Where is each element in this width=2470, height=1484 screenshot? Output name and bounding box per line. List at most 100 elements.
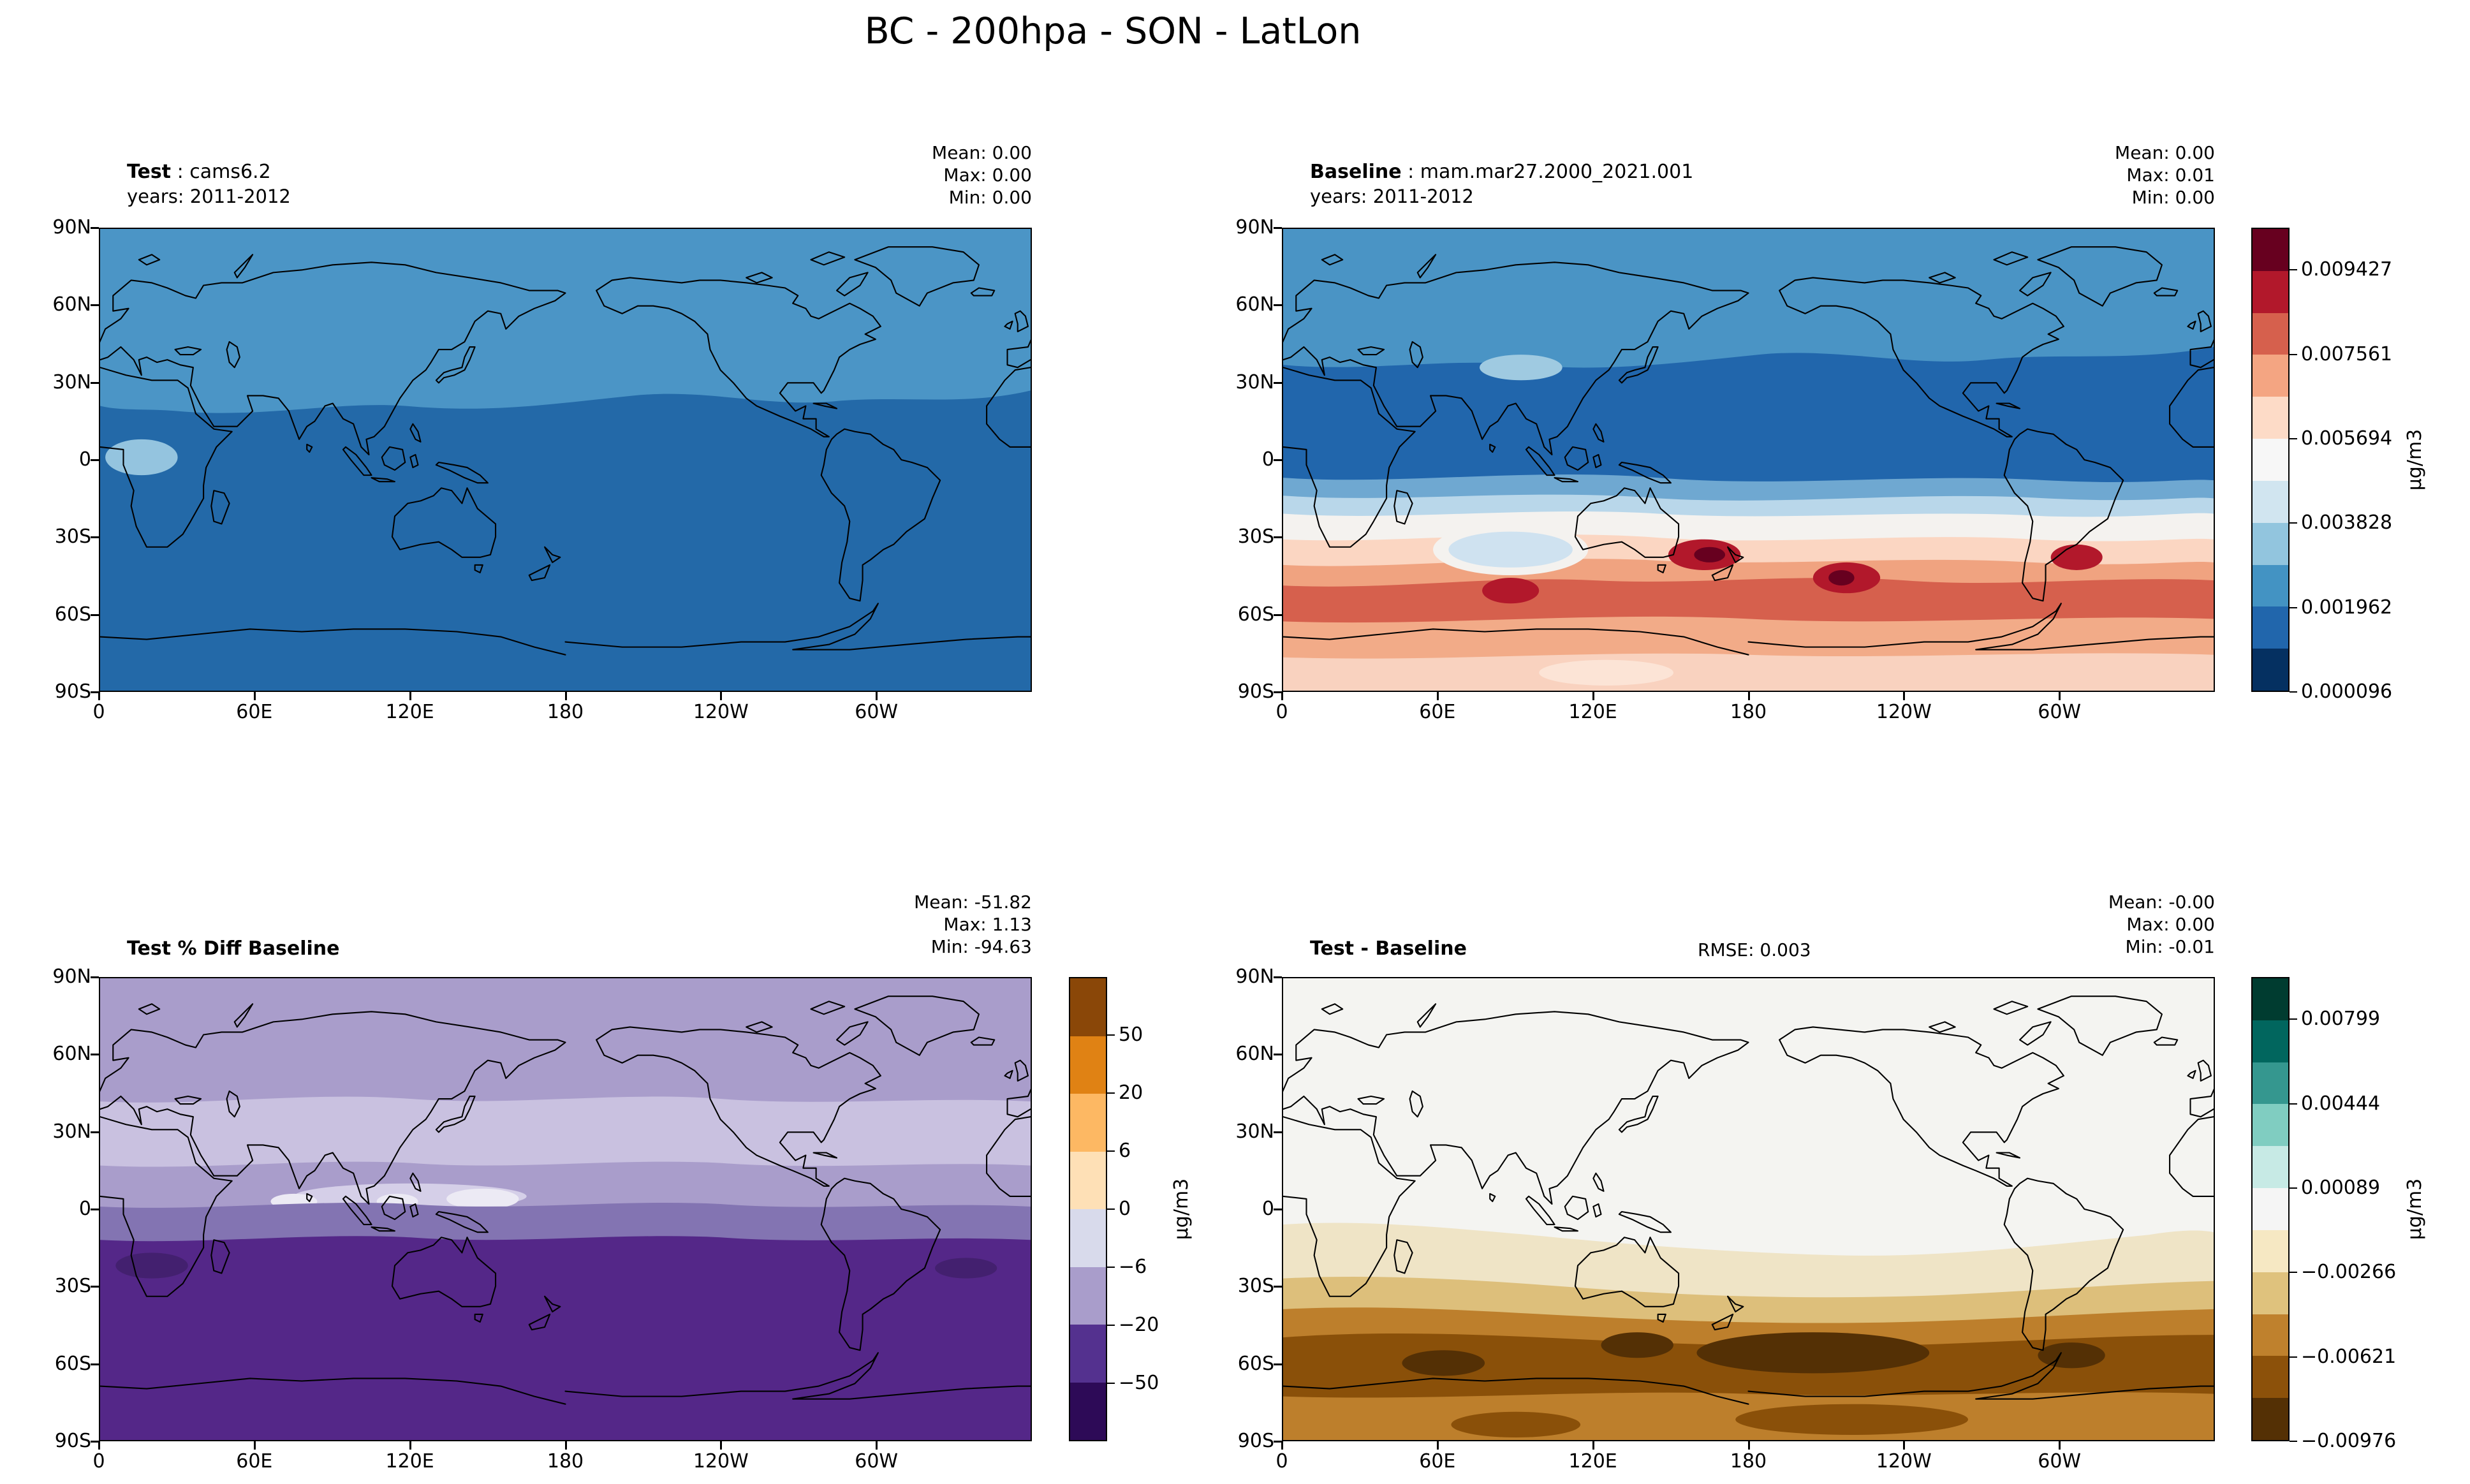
colorbar-segment [2253, 606, 2288, 649]
y-tick-label: 30N [1235, 371, 1274, 393]
contour-blob [1539, 659, 1673, 686]
colorbar-segment [1070, 1151, 1106, 1209]
colorbar-segment [1070, 1036, 1106, 1094]
colorbar-tick-label: 0.003828 [2301, 511, 2393, 534]
y-tick-label: 60N [52, 293, 91, 316]
panel-title-pct-diff-bold: Test % Diff Baseline [127, 937, 340, 960]
stat-mean: Mean: -0.00 [2108, 892, 2215, 913]
colorbar-tick-label: 0 [1119, 1198, 1131, 1220]
colorbar-tick-mark [2290, 1018, 2297, 1020]
y-tick-mark [1274, 1131, 1282, 1133]
y-tick-label: 30S [1237, 1275, 1274, 1298]
stats-diff: Mean: -0.00 Max: 0.00 Min: -0.01 [1896, 891, 2215, 958]
contour-blob [1451, 1411, 1581, 1437]
contour-blob [2038, 1342, 2105, 1369]
colorbar-tick-mark [1107, 1150, 1115, 1152]
panel-subtitle-test: years: 2011-2012 [127, 186, 291, 207]
x-tick-mark [2059, 1441, 2061, 1450]
contour-blob [1402, 1350, 1485, 1376]
x-tick-mark [1903, 1441, 1906, 1450]
colorbar-segment [2253, 1146, 2288, 1189]
x-tick-mark [253, 692, 256, 700]
contour-band [1283, 653, 2214, 691]
x-tick-label: 60W [855, 701, 899, 723]
x-tick-mark [1436, 692, 1439, 700]
y-tick-label: 0 [1261, 448, 1274, 471]
colorbar-segment [2253, 1398, 2288, 1440]
contour-blob [1482, 578, 1540, 604]
map-canvas [100, 229, 1031, 691]
colorbar-tick-label: 50 [1119, 1024, 1143, 1046]
y-tick-mark [1274, 1441, 1282, 1443]
map-canvas [1283, 229, 2214, 691]
map-canvas [100, 978, 1031, 1440]
x-tick-label: 60W [2038, 1450, 2082, 1473]
y-tick-label: 30S [54, 1275, 91, 1298]
y-tick-label: 90N [1235, 216, 1274, 239]
colorbar-segment [2253, 229, 2288, 271]
y-tick-mark [1274, 1209, 1282, 1210]
colorbar-segment [2253, 480, 2288, 523]
y-tick-mark [91, 459, 99, 461]
x-tick-label: 60E [1419, 701, 1456, 723]
x-tick-label: 60W [2038, 701, 2082, 723]
y-tick-mark [1274, 1054, 1282, 1056]
colorbar-tick-mark [1107, 1383, 1115, 1384]
y-tick-mark [1274, 691, 1282, 693]
x-tick-label: 120W [693, 1450, 749, 1473]
y-tick-label: 30S [1237, 525, 1274, 548]
colorbar-tick-label: 0.00089 [2301, 1176, 2381, 1199]
colorbar-tick-label: 0.00444 [2301, 1092, 2381, 1115]
colorbar-segment [2253, 1020, 2288, 1062]
x-tick-label: 60E [236, 701, 273, 723]
x-tick-label: 120E [385, 701, 434, 723]
y-tick-label: 30N [52, 1120, 91, 1143]
contour-blob [446, 1188, 519, 1209]
y-tick-label: 60S [54, 603, 91, 626]
x-tick-label: 180 [1730, 1450, 1767, 1473]
y-tick-mark [91, 1286, 99, 1288]
y-tick-label: 90N [1235, 966, 1274, 988]
colorbar-pct-diff [1069, 977, 1107, 1441]
y-tick-label: 30N [1235, 1120, 1274, 1143]
x-tick-mark [409, 1441, 411, 1450]
y-tick-mark [91, 381, 99, 384]
map-pct-diff [99, 977, 1032, 1441]
stat-min: Min: 0.00 [2131, 187, 2215, 208]
y-tick-mark [91, 1131, 99, 1133]
colorbar-tick-label: −0.00266 [2301, 1261, 2397, 1284]
colorbar-segment [2253, 1314, 2288, 1356]
x-tick-mark [564, 1441, 567, 1450]
colorbar-tick-mark [1107, 1209, 1115, 1210]
colorbar-segment [2253, 1356, 2288, 1399]
panel-title-baseline-rest: : mam.mar27.2000_2021.001 [1401, 161, 1694, 183]
colorbar-segment [2253, 312, 2288, 355]
colorbar-tick-mark [2290, 353, 2297, 355]
contour-blob [1735, 1404, 1968, 1435]
colorbar-segment [1070, 978, 1106, 1036]
y-tick-label: 60N [52, 1043, 91, 1066]
x-tick-label: 0 [92, 701, 105, 723]
y-tick-label: 0 [1261, 1198, 1274, 1220]
x-tick-mark [98, 1441, 100, 1450]
stats-baseline: Mean: 0.00 Max: 0.01 Min: 0.00 [1896, 142, 2215, 209]
x-tick-label: 60E [1419, 1450, 1456, 1473]
colorbar-tick-mark [2290, 1441, 2297, 1442]
contour-band [100, 1236, 1031, 1440]
x-tick-mark [1747, 1441, 1750, 1450]
y-tick-mark [91, 1363, 99, 1365]
colorbar-tick-label: 0.007561 [2301, 342, 2393, 365]
contour-blob [1601, 1332, 1673, 1358]
x-tick-mark [98, 692, 100, 700]
contour-blob [1696, 1332, 1930, 1374]
x-tick-label: 120W [693, 701, 749, 723]
colorbar-segment [1070, 1325, 1106, 1383]
stats-test: Mean: 0.00 Max: 0.00 Min: 0.00 [713, 142, 1032, 209]
colorbar-tick-mark [1107, 1034, 1115, 1036]
y-tick-label: 60S [1237, 603, 1274, 626]
colorbar-segment [2253, 522, 2288, 565]
x-tick-label: 120W [1876, 701, 1932, 723]
stat-max: Max: 1.13 [943, 914, 1032, 935]
y-tick-mark [91, 536, 99, 539]
x-tick-mark [253, 1441, 256, 1450]
